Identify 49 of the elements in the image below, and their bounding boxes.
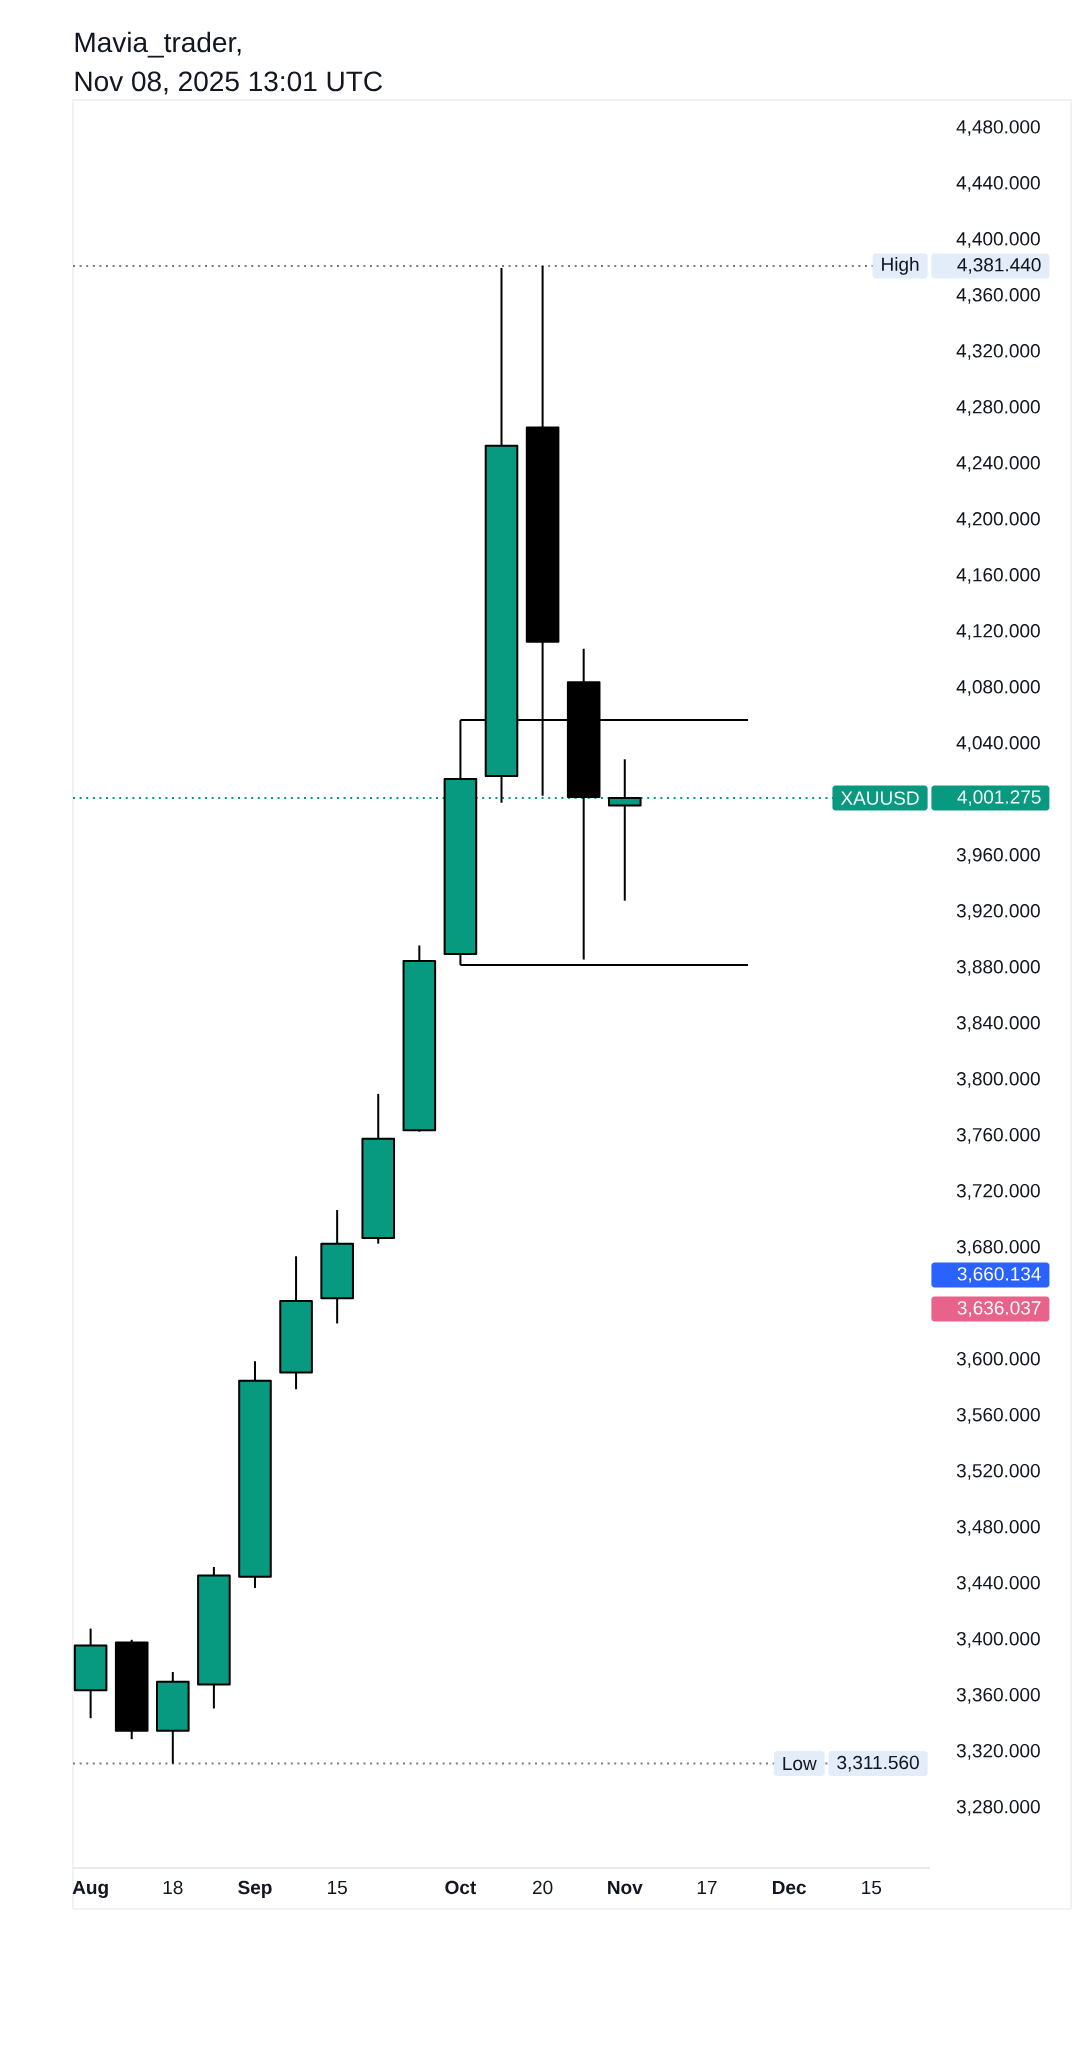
- y-tick-label: 4,080.000: [956, 680, 1040, 696]
- chart-subtitle: Nov 08, 2025 13:01 UTC: [75, 71, 383, 95]
- y-tick-label: 3,480.000: [956, 1519, 1040, 1536]
- y-tick-label: 3,680.000: [956, 1240, 1040, 1256]
- x-tick-label: 20: [532, 1880, 553, 1895]
- x-tick-label: 17: [697, 1880, 717, 1894]
- text: 4,001.275: [957, 790, 1041, 806]
- y-tick-label: 3,840.000: [956, 1016, 1040, 1032]
- y-tick-label: 4,360.000: [956, 288, 1040, 304]
- x-tick-label: Sep: [238, 1880, 272, 1898]
- y-tick-label: 3,880.000: [956, 960, 1040, 976]
- text: 3,636.037: [957, 1301, 1041, 1317]
- y-tick-label: 3,920.000: [956, 904, 1040, 920]
- ref-line-label: Low: [783, 1756, 817, 1771]
- y-tick-label: 3,280.000: [956, 1799, 1040, 1816]
- y-tick-label: 4,400.000: [956, 232, 1040, 248]
- x-tick-label: Aug: [72, 1880, 108, 1898]
- text: 4,381.440: [957, 258, 1041, 274]
- y-tick-label: 3,320.000: [956, 1743, 1040, 1760]
- ref-line-label: XAUUSD: [840, 791, 919, 805]
- chart-title: Mavia_trader,: [75, 31, 241, 58]
- x-tick-label: 18: [163, 1880, 183, 1895]
- x-tick-label: Nov: [608, 1880, 643, 1895]
- x-tick-label: Dec: [772, 1880, 806, 1895]
- y-tick-label: 3,560.000: [956, 1407, 1040, 1424]
- y-tick-label: 3,600.000: [956, 1351, 1040, 1368]
- y-tick-label: 3,440.000: [956, 1575, 1040, 1592]
- y-tick-label: 4,200.000: [956, 512, 1040, 528]
- y-tick-label: 3,400.000: [956, 1631, 1040, 1648]
- x-tick-label: 15: [862, 1880, 882, 1895]
- annotation: 3,311.560: [837, 1755, 919, 1772]
- y-tick-label: 4,040.000: [956, 736, 1040, 752]
- ref-line-label: High: [882, 257, 919, 275]
- y-tick-label: 3,360.000: [956, 1687, 1040, 1704]
- y-tick-label: 4,120.000: [956, 624, 1040, 640]
- y-tick-label: 3,520.000: [956, 1463, 1040, 1480]
- text: 3,660.134: [957, 1267, 1041, 1283]
- y-tick-label: 4,160.000: [956, 568, 1040, 584]
- x-tick-label: Oct: [445, 1880, 477, 1895]
- y-tick-label: 4,320.000: [956, 344, 1040, 360]
- y-tick-label: 3,760.000: [956, 1128, 1040, 1144]
- y-tick-label: 4,480.000: [956, 120, 1040, 136]
- y-tick-label: 4,440.000: [956, 176, 1040, 192]
- y-tick-label: 3,960.000: [956, 848, 1040, 864]
- y-tick-label: 4,240.000: [956, 456, 1040, 472]
- y-tick-label: 3,800.000: [956, 1072, 1040, 1088]
- y-tick-label: 4,280.000: [956, 400, 1040, 416]
- y-tick-label: 3,720.000: [956, 1184, 1040, 1200]
- x-tick-label: 15: [328, 1880, 347, 1895]
